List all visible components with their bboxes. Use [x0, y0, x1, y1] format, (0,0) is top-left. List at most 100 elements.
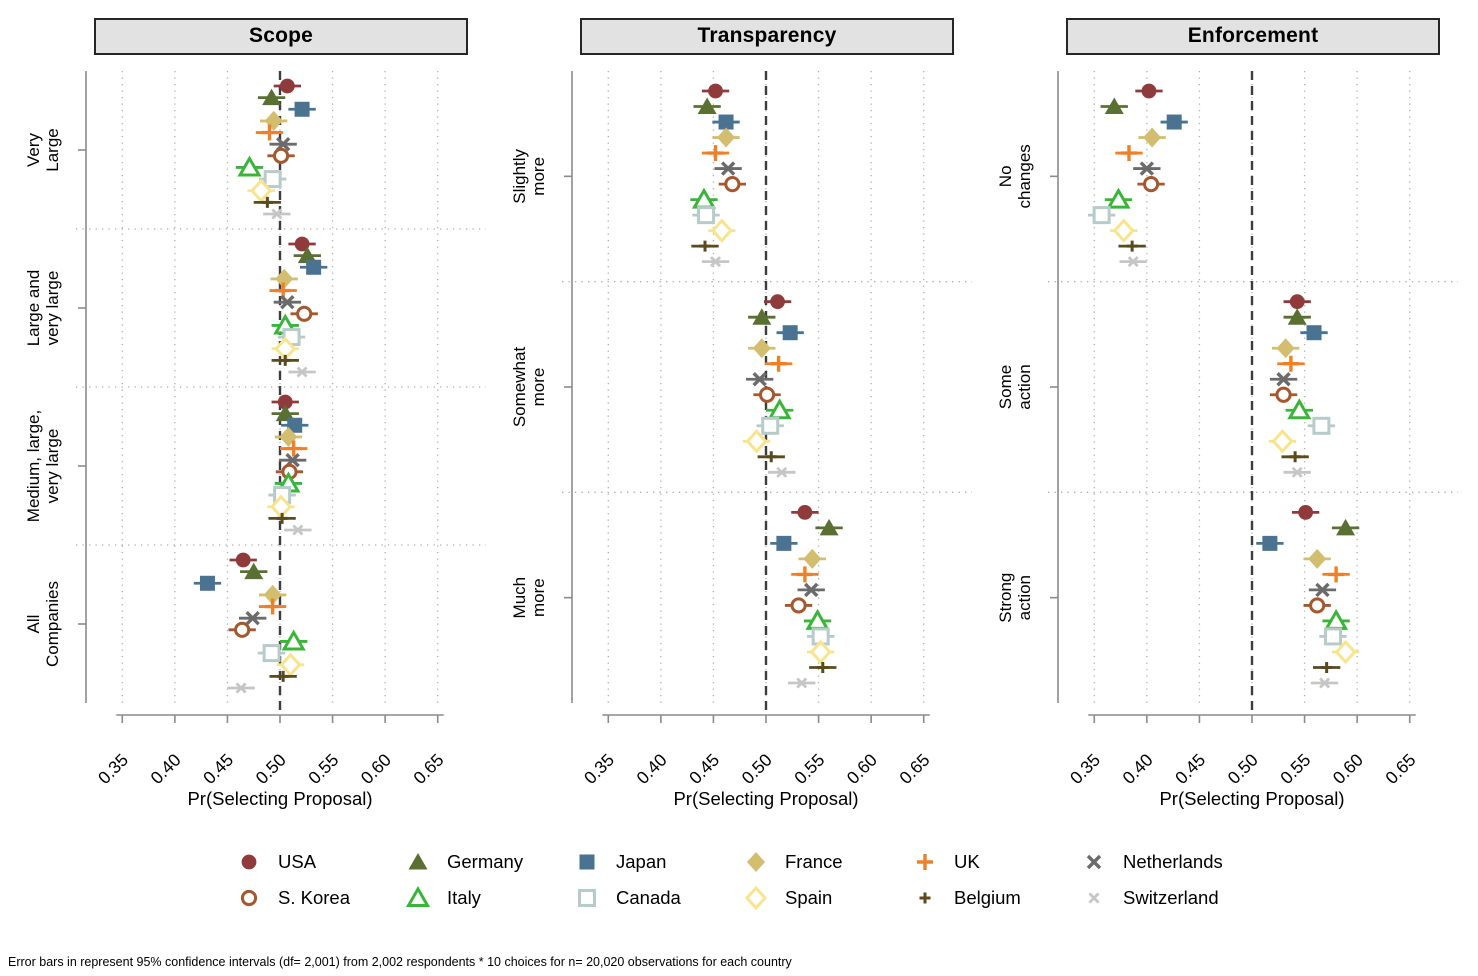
legend-item-s-korea: S. Korea — [232, 881, 401, 915]
legend-marker-icon — [917, 854, 933, 870]
x-tick-label: 0.60 — [1329, 749, 1367, 787]
marker-uk — [261, 124, 278, 141]
marker-uk — [796, 566, 813, 583]
marker-usa — [770, 294, 785, 310]
legend-label: Spain — [785, 887, 833, 908]
legend-marker-icon — [578, 889, 596, 907]
marker-italy — [405, 886, 431, 907]
marker-s-korea — [790, 597, 807, 614]
marker-usa — [241, 854, 257, 870]
group-label: AllCompanies — [24, 581, 62, 667]
legend-item-italy: Italy — [401, 881, 570, 915]
legend-label: Belgium — [954, 887, 1021, 908]
legend-marker-icon — [405, 886, 431, 907]
marker-switzerland — [1127, 256, 1139, 268]
marker-france — [717, 127, 736, 148]
x-tick-label: 0.50 — [252, 749, 290, 787]
marker-japan — [718, 114, 734, 130]
legend-marker-icon — [241, 854, 257, 870]
legend-item-canada: Canada — [570, 881, 739, 915]
legend-label: S. Korea — [278, 887, 350, 908]
legend-item-netherlands: Netherlands — [1077, 845, 1246, 879]
legend-marker-icon — [240, 889, 258, 907]
marker-japan — [1166, 114, 1182, 130]
marker-france — [264, 110, 283, 131]
marker-canada — [761, 416, 780, 435]
enforcement-plot: Nochanges Someaction Strongaction 0.35 0.40 0… — [996, 71, 1458, 809]
marker-france — [1276, 338, 1295, 359]
marker-belgium — [277, 670, 289, 682]
marker-spain — [1112, 218, 1135, 243]
marker-switzerland — [235, 682, 247, 694]
legend-marker-icon — [408, 853, 428, 870]
marker-spain — [809, 639, 832, 665]
marker-germany — [297, 246, 317, 264]
marker-usa — [1298, 504, 1314, 520]
marker-germany — [697, 97, 717, 115]
legend-label: USA — [278, 851, 317, 872]
x-tick-label: 0.40 — [1118, 749, 1156, 787]
panel-title-enforcement: Enforcement — [1066, 18, 1440, 55]
marker-uk — [1282, 355, 1299, 372]
marker-france — [275, 268, 294, 289]
x-tick-label: 0.60 — [843, 749, 881, 787]
transparency-plot: Slightlymore Somewhatmore Muchmore 0.35 0.40… — [510, 71, 972, 809]
marker-switzerland — [1088, 892, 1100, 904]
marker-spain — [279, 652, 302, 677]
legend-item-switzerland: Switzerland — [1077, 881, 1246, 915]
marker-s-korea — [1309, 597, 1326, 614]
panel-title-transparency: Transparency — [580, 18, 954, 55]
marker-france — [803, 548, 822, 569]
marker-belgium — [765, 451, 777, 463]
legend-item-usa: USA — [232, 845, 401, 879]
marker-canada — [262, 644, 281, 663]
marker-italy — [281, 629, 306, 651]
marker-uk — [1120, 145, 1137, 162]
panel-enforcement: Enforcement Nochanges Someaction Strongact… — [982, 18, 1468, 837]
marker-uk — [707, 145, 724, 162]
marker-uk — [917, 854, 933, 870]
marker-switzerland — [1319, 677, 1331, 689]
x-tick-label: 0.35 — [94, 750, 132, 788]
marker-france — [1308, 548, 1327, 569]
legend-marker-icon — [744, 886, 768, 910]
panel-scope: Scope VeryLarge Large andvery large Medium… — [10, 18, 496, 837]
marker-s-korea — [234, 621, 251, 638]
marker-belgium — [1321, 661, 1333, 673]
group-label: Medium, large,very large — [24, 410, 62, 522]
legend-label: Germany — [447, 851, 524, 872]
marker-spain — [1334, 639, 1357, 665]
x-tick-label: 0.40 — [632, 749, 670, 787]
x-tick-label: 0.45 — [199, 750, 237, 788]
marker-uk — [1328, 566, 1345, 583]
legend-label: France — [785, 851, 843, 872]
marker-s-korea — [296, 305, 313, 322]
x-tick-label: 0.50 — [738, 749, 776, 787]
marker-spain — [250, 178, 273, 203]
marker-canada — [697, 206, 716, 225]
scope-plot: VeryLarge Large andvery large Medium, larg… — [24, 71, 486, 809]
marker-s-korea — [272, 147, 290, 164]
group-label: VeryLarge — [24, 128, 62, 171]
marker-france — [747, 852, 765, 872]
marker-japan — [199, 575, 215, 591]
marker-usa — [708, 83, 723, 99]
marker-germany — [244, 562, 264, 580]
group-label: Nochanges — [996, 144, 1034, 208]
marker-belgium — [699, 240, 711, 252]
marker-belgium — [261, 196, 273, 208]
marker-netherlands — [280, 294, 295, 310]
marker-germany — [752, 308, 772, 325]
marker-belgium — [817, 661, 829, 673]
marker-netherlands — [245, 610, 260, 626]
marker-italy — [237, 155, 262, 177]
legend-item-spain: Spain — [739, 881, 908, 915]
marker-germany — [275, 404, 295, 422]
marker-switzerland — [271, 208, 283, 220]
marker-netherlands — [1315, 582, 1330, 598]
legend-label: Switzerland — [1123, 887, 1219, 908]
marker-switzerland — [296, 366, 308, 378]
panels-row: Scope VeryLarge Large andvery large Medium… — [10, 18, 1468, 837]
marker-japan — [287, 417, 303, 433]
marker-france — [1143, 127, 1162, 148]
